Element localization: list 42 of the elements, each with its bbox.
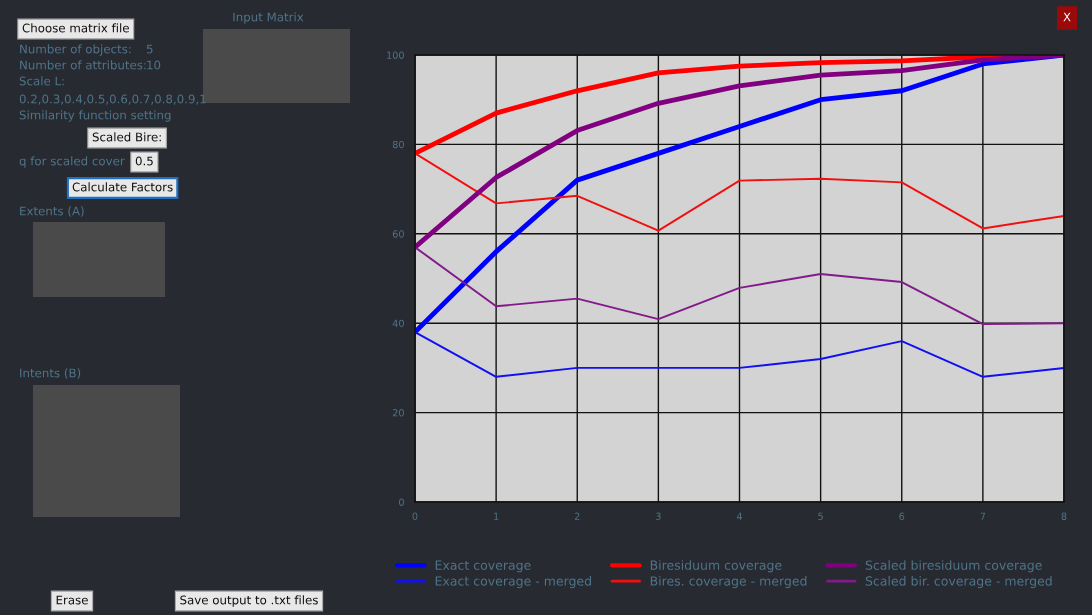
legend-label: Scaled biresiduum coverage	[865, 560, 1042, 573]
y-tick-label: 40	[392, 319, 404, 328]
text: Erase	[56, 595, 88, 605]
x-tick-label: 7	[980, 512, 986, 520]
text: Number of objects:	[20, 44, 131, 56]
y-tick-label: 80	[392, 140, 404, 149]
line-series	[415, 152, 1064, 232]
text: 0.2,0.3,0.4,0.5,0.6,0.7,0.8,0.9,1	[19, 94, 206, 105]
text: q for scaled cover	[19, 156, 125, 168]
x-tick-label: 6	[899, 512, 905, 520]
y-tick-label: 20	[392, 409, 404, 417]
text: X	[1063, 12, 1071, 22]
x-tick-label: 3	[656, 512, 661, 520]
text: 5	[146, 44, 153, 54]
legend-label: Bires. coverage - merged	[650, 576, 807, 589]
x-tick-label: 0	[412, 512, 418, 520]
y-tick-label: 100	[387, 51, 404, 59]
text: Scaled Bire:	[92, 132, 161, 142]
text: 10	[147, 60, 161, 70]
x-tick-label: 1	[494, 512, 499, 520]
line-series	[415, 331, 1064, 378]
x-tick-label: 2	[574, 512, 580, 520]
x-tick-label: 5	[818, 512, 823, 520]
text: Input Matrix	[233, 12, 304, 24]
text: Save output to .txt files	[180, 595, 318, 607]
text: Choose matrix file	[22, 23, 129, 33]
x-tick-label: 4	[736, 512, 743, 520]
text: Scale L:	[19, 76, 64, 86]
y-tick-label: 60	[392, 230, 404, 238]
text: 0.5	[135, 156, 153, 166]
legend-label: Exact coverage - merged	[435, 576, 591, 589]
y-tick-label: 0	[399, 498, 404, 506]
text: Calculate Factors	[72, 182, 173, 192]
legend-label: Biresiduum coverage	[650, 560, 782, 573]
text: Number of attributes:	[20, 60, 146, 70]
x-tick-label: 8	[1061, 512, 1067, 520]
text: Intents (B)	[20, 368, 81, 379]
text: Similarity function setting	[19, 110, 171, 122]
legend-label: Exact coverage	[435, 560, 531, 573]
legend-label: Scaled bir. coverage - merged	[865, 576, 1052, 589]
text: Extents (A)	[20, 206, 84, 217]
line-series	[415, 246, 1064, 326]
